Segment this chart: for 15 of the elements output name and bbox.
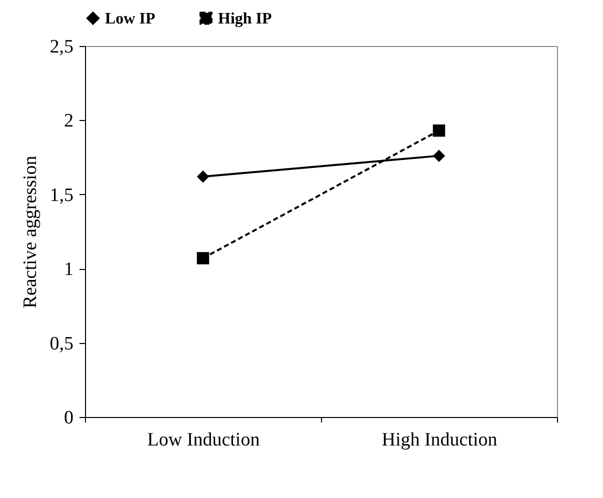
y-tick-label: 1 <box>64 259 74 280</box>
y-tick-label: 1,5 <box>50 184 74 206</box>
y-tick-label: 0,5 <box>50 333 74 354</box>
legend-label: High IP <box>218 10 272 28</box>
point <box>196 170 210 183</box>
x-tick-label: Low Induction <box>147 430 260 450</box>
y-tick-label: 0 <box>64 408 74 428</box>
legend-label: Low IP <box>105 10 156 28</box>
x-tick-label: High Induction <box>382 430 498 450</box>
point <box>432 124 446 137</box>
y-axis-title: Reactive aggression <box>20 155 41 308</box>
y-tick-label: 2 <box>64 110 74 132</box>
point <box>432 150 446 162</box>
point <box>196 252 210 264</box>
y-tick-label: 2,5 <box>50 36 74 58</box>
